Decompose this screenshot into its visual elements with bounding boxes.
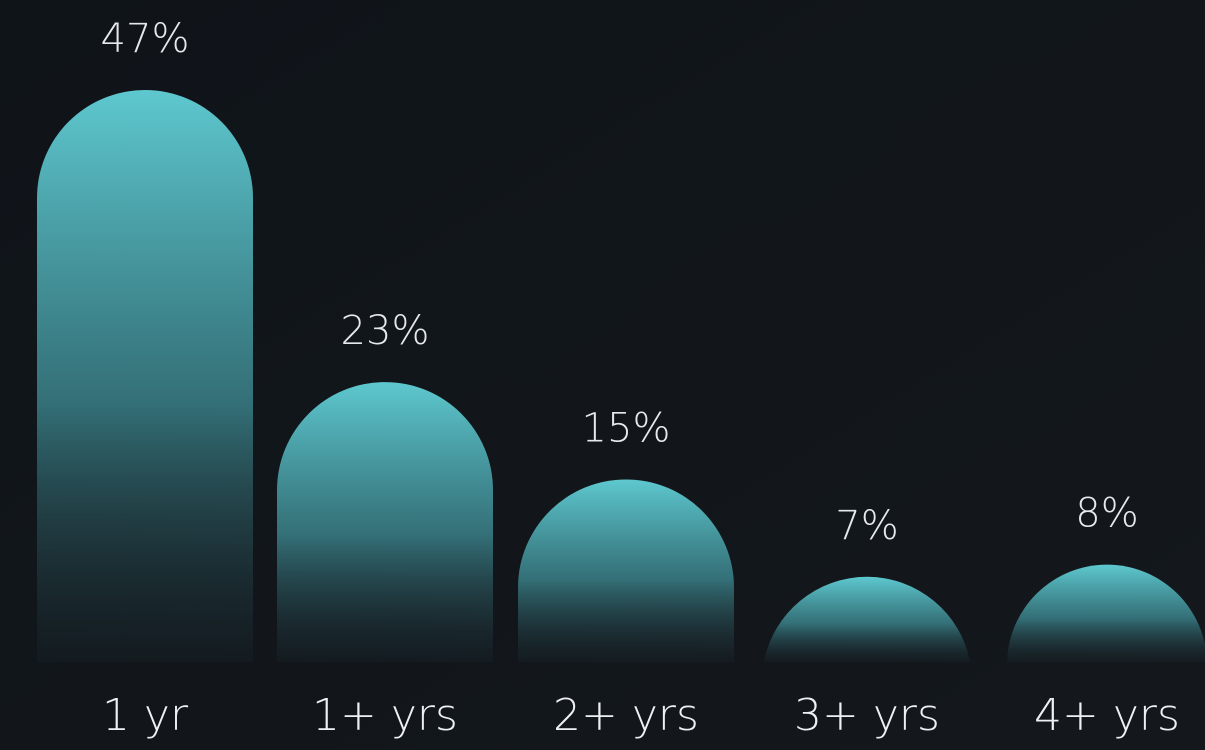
- value-label-1: 47%: [101, 16, 190, 62]
- value-label-5: 8%: [1075, 491, 1138, 537]
- bar-4: [763, 576, 971, 662]
- category-label-1: 1 yr: [102, 690, 189, 741]
- category-label-4: 3+ yrs: [794, 690, 940, 741]
- value-label-4: 7%: [835, 503, 898, 549]
- bar-3: [518, 479, 734, 662]
- value-labels-group: 47% 23% 15% 7% 8%: [101, 16, 1139, 549]
- category-label-2: 1+ yrs: [312, 690, 458, 741]
- category-labels-group: 1 yr 1+ yrs 2+ yrs 3+ yrs 4+ yrs: [102, 690, 1180, 741]
- bar-5: [1007, 564, 1205, 662]
- category-label-5: 4+ yrs: [1034, 690, 1180, 741]
- value-label-3: 15%: [582, 405, 671, 451]
- value-label-2: 23%: [341, 308, 430, 354]
- category-label-3: 2+ yrs: [553, 690, 699, 741]
- bar-1: [37, 90, 253, 662]
- bars-group: [37, 90, 1205, 662]
- bar-2: [277, 382, 493, 662]
